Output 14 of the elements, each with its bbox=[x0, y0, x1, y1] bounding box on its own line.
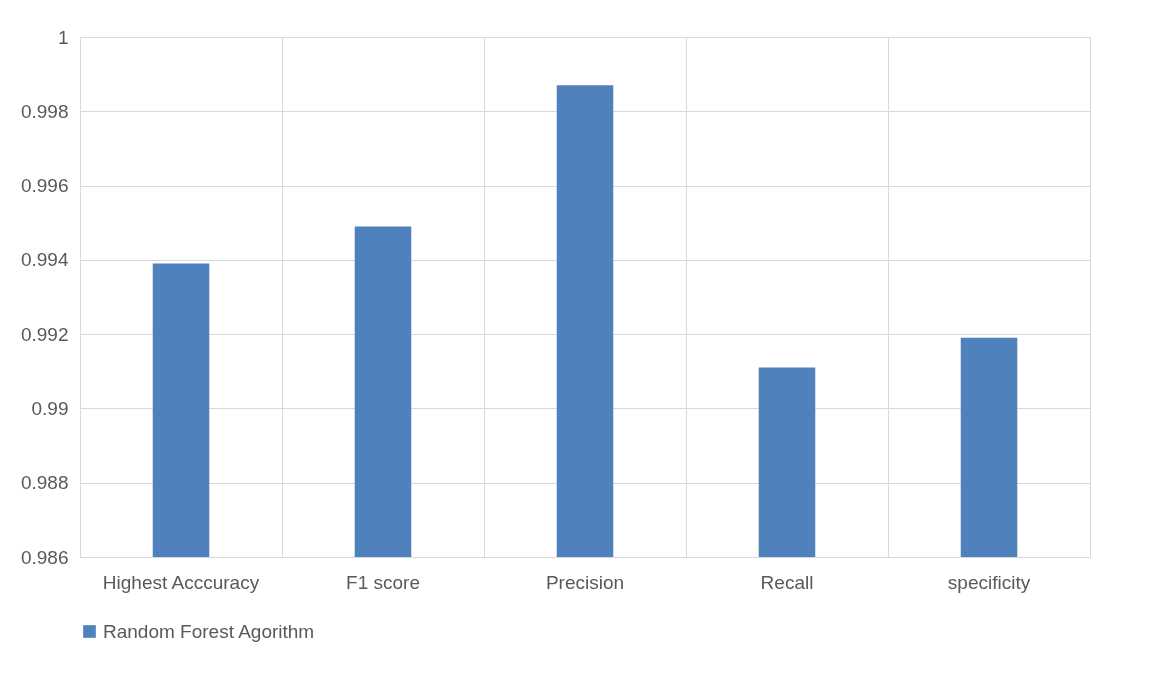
x-tick-label: F1 score bbox=[346, 571, 420, 593]
y-tick-label: 0.99 bbox=[31, 397, 69, 419]
y-tick-label: 0.994 bbox=[20, 249, 69, 271]
y-tick-label: 0.988 bbox=[20, 472, 69, 494]
x-tick-label: Precision bbox=[545, 571, 625, 593]
y-tick-label: 0.998 bbox=[20, 100, 69, 122]
legend-label: Random Forest Agorithm bbox=[103, 620, 315, 642]
y-tick-label: 1 bbox=[57, 26, 69, 48]
x-tick-label: Highest Acccuracy bbox=[102, 571, 260, 593]
x-tick-label: Recall bbox=[760, 571, 814, 593]
y-tick-label: 0.986 bbox=[20, 546, 69, 568]
y-tick-label: 0.996 bbox=[20, 175, 69, 197]
y-tick-label: 0.992 bbox=[20, 323, 69, 345]
x-tick-label: specificity bbox=[947, 571, 1031, 593]
